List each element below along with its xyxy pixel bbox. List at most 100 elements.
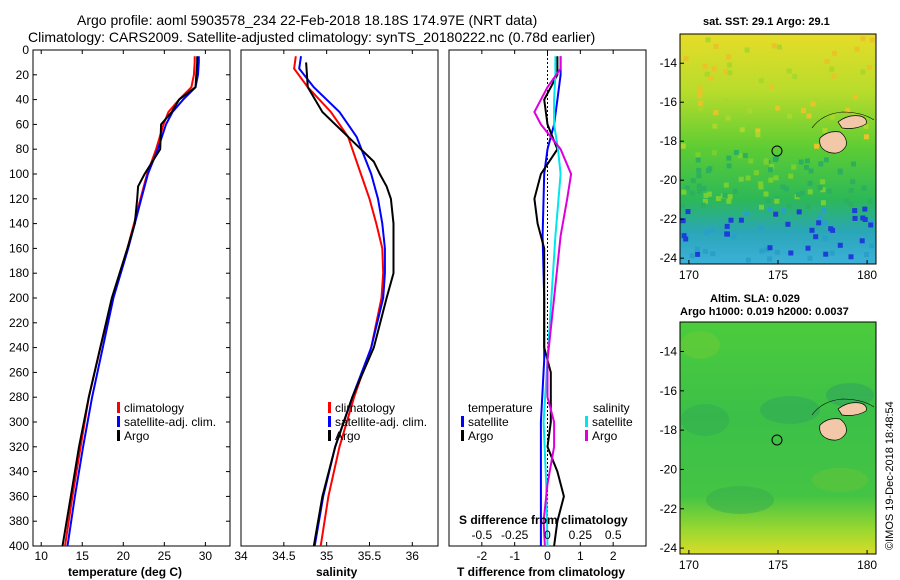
depth-tick-label: 140: [9, 217, 29, 231]
lon-tick-label: 175: [768, 558, 788, 572]
sst-pixel: [738, 176, 744, 182]
sla-blob: [706, 486, 774, 514]
sst-pixel: [685, 209, 691, 215]
lat-tick-label: -14: [660, 56, 678, 70]
reef-outline: [811, 111, 875, 129]
sla-field-texture: [680, 331, 874, 514]
sst-pixel: [783, 186, 789, 192]
legend-swatch-argo: [328, 430, 331, 441]
depth-tick-label: 160: [9, 241, 29, 255]
depth-tick-label: 340: [9, 465, 29, 479]
sst-pixel: [702, 248, 708, 254]
sst-pixel: [705, 37, 711, 43]
legend-label-climatology: climatology: [335, 401, 395, 415]
sst-map: sat. SST: 29.1 Argo: 29.1 170 175 180 -14 -1…: [660, 16, 878, 282]
sst-pixel: [727, 194, 733, 200]
sst-pixel: [848, 201, 853, 207]
sst-pixel: [777, 44, 782, 50]
sst-pixel: [818, 161, 824, 167]
sst-pixel: [854, 46, 860, 52]
sst-pixel: [742, 153, 748, 158]
sst-pixel: [863, 134, 869, 140]
sst-pixel: [738, 217, 744, 223]
island-viti-levu: [819, 418, 847, 441]
sst-pixel: [813, 234, 819, 240]
sst-pixel: [787, 113, 793, 119]
sst-pixel: [837, 242, 843, 248]
sst-pixel: [864, 252, 869, 257]
temperature-legend: climatology satellite-adj. clim. Argo: [117, 401, 216, 443]
legend-swatch-t-argo: [461, 430, 464, 441]
series-line-climatology: [293, 56, 385, 546]
depth-tick-label: 120: [9, 192, 29, 206]
legend-label-satellite: satellite-adj. clim.: [335, 415, 427, 429]
difference-xlabel: T difference from climatology: [457, 565, 625, 579]
legend-swatch-climatology: [328, 402, 331, 413]
sst-pixel: [689, 253, 695, 259]
s-tick-label: -0.25: [501, 528, 529, 542]
sst-pixel: [707, 166, 713, 172]
sla-blob: [680, 331, 720, 359]
title-line-1: Argo profile: aoml 5903578_234 22-Feb-20…: [77, 12, 537, 28]
difference-legend: temperature satellite Argo salinity sate…: [461, 401, 633, 443]
sla-blob: [760, 396, 820, 424]
sst-pixel: [698, 100, 703, 106]
legend-swatch-argo: [117, 430, 120, 441]
sst-pixel: [862, 206, 868, 212]
sst-pixel: [697, 90, 703, 96]
s-difference-label: S difference from climatology: [459, 513, 628, 527]
sla-map-title-1: Altim. SLA: 0.029: [710, 293, 800, 305]
sst-pixel: [724, 231, 730, 237]
sst-pixel: [796, 209, 802, 215]
x-tick-label: -2: [476, 549, 487, 563]
sla-field: [680, 322, 876, 554]
sst-pixel: [809, 227, 815, 233]
sst-pixel: [773, 211, 779, 217]
sst-pixel: [711, 66, 717, 72]
sst-pixel: [726, 198, 732, 204]
x-tick-label: 35: [320, 549, 334, 563]
lat-tick-label: -16: [660, 384, 678, 398]
x-tick-label: 34: [234, 549, 248, 563]
sst-pixel: [697, 188, 702, 194]
sst-pixel: [807, 180, 813, 186]
sla-blob: [826, 383, 874, 407]
series-line-t-argo: [533, 56, 565, 546]
depth-tick-label: 400: [9, 539, 29, 553]
sst-pixel: [764, 247, 770, 253]
s-tick-label: 0.5: [605, 528, 622, 542]
sst-pixel: [695, 152, 701, 158]
sst-pixel: [820, 179, 826, 185]
x-tick-label: 1: [577, 549, 584, 563]
sst-pixel: [723, 98, 729, 104]
sst-pixel: [820, 200, 826, 206]
sst-pixel: [689, 190, 695, 196]
sst-pixel: [805, 204, 811, 209]
depth-tick-label: 200: [9, 291, 29, 305]
sst-pixel: [845, 108, 851, 113]
sst-pixel: [861, 185, 867, 191]
depth-tick-label: 60: [16, 117, 30, 131]
sst-pixel: [769, 163, 775, 169]
depth-tick-label: 240: [9, 341, 29, 355]
lon-tick-label: 180: [857, 558, 877, 572]
sst-pixel: [725, 115, 731, 121]
lon-tick-label: 180: [857, 268, 877, 282]
lat-tick-label: -18: [660, 134, 678, 148]
sst-pixel: [850, 179, 856, 185]
sst-pixel: [772, 157, 778, 163]
sst-pixel: [866, 65, 872, 71]
x-tick-label: 35.5: [358, 549, 382, 563]
sst-pixel: [722, 192, 728, 198]
legend-label-argo: Argo: [124, 429, 150, 443]
sst-pixel: [832, 50, 837, 56]
s-tick-label: 0: [544, 528, 551, 542]
sst-pixel: [681, 189, 687, 195]
sst-pixel: [822, 127, 828, 133]
sst-pixel: [810, 101, 816, 107]
sst-pixel: [765, 198, 771, 204]
sst-map-title: sat. SST: 29.1 Argo: 29.1: [703, 16, 830, 28]
sst-pixel: [710, 251, 716, 257]
sst-pixel: [804, 165, 809, 170]
sst-pixel: [701, 186, 707, 192]
